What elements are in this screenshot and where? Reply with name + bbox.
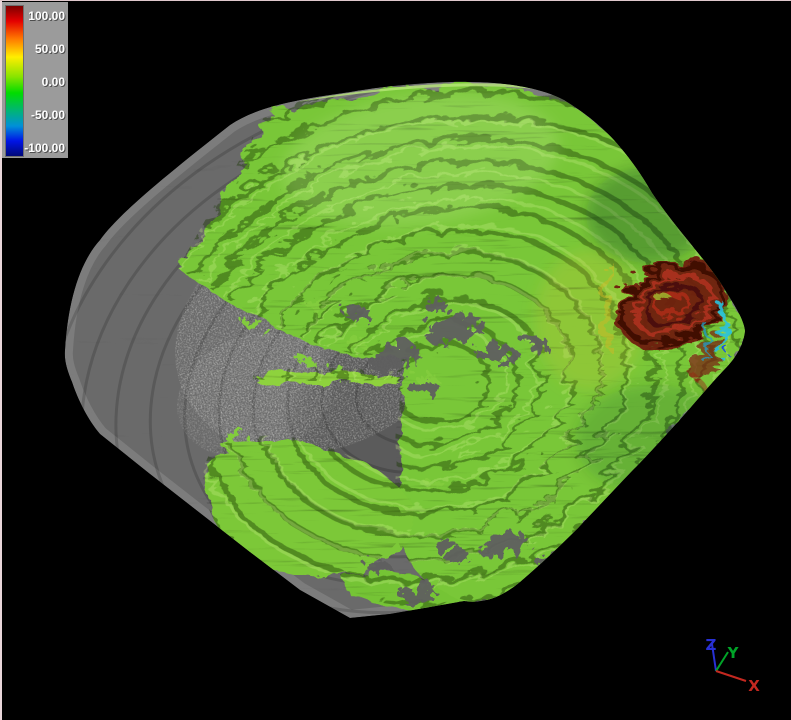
speckle-texture-left	[177, 332, 333, 458]
legend-label-50: 50.00	[34, 42, 65, 56]
window-edge-left	[0, 0, 2, 720]
window-edge-top	[0, 0, 791, 1]
axis-y-line	[715, 651, 729, 672]
legend-label-0: 0.00	[41, 75, 65, 89]
axis-z-line	[711, 643, 717, 672]
axis-triad: Z Y X	[706, 636, 761, 695]
cyan-accent-stripes	[696, 292, 730, 358]
legend-label-100: 100.00	[28, 9, 65, 23]
axis-x-line	[715, 670, 747, 682]
legend-label-neg100: -100.00	[24, 141, 65, 155]
legend-labels: 100.00 50.00 0.00 -50.00 -100.00	[21, 2, 66, 158]
gray-patches-in-green	[338, 294, 562, 601]
axis-x-label: X	[748, 677, 760, 695]
color-legend: 100.00 50.00 0.00 -50.00 -100.00	[2, 2, 68, 158]
axis-y-label: Y	[727, 644, 740, 662]
legend-colorbar	[5, 5, 24, 157]
axis-z-label: Z	[706, 636, 717, 654]
legend-label-neg50: -50.00	[30, 108, 65, 122]
red-anomaly-zone	[612, 256, 724, 405]
